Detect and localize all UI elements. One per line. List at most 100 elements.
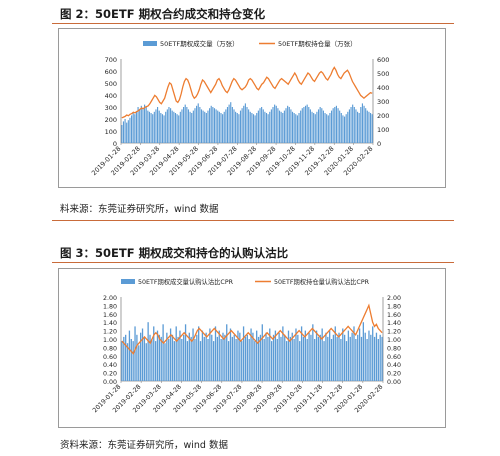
bar: [254, 341, 256, 381]
bar: [267, 336, 269, 381]
bar: [209, 108, 211, 143]
bar: [347, 330, 350, 381]
bar: [161, 114, 164, 143]
bar: [211, 334, 213, 381]
bar: [149, 334, 151, 381]
bar: [381, 336, 383, 381]
bar: [183, 334, 185, 381]
bar: [256, 330, 258, 381]
y-right-tick-label: 0.40: [387, 362, 401, 369]
bar: [189, 111, 191, 143]
legend-bar-swatch: [121, 279, 135, 284]
bar: [311, 111, 313, 143]
bar: [280, 336, 282, 381]
bar: [250, 328, 252, 381]
bar: [302, 336, 305, 381]
y-left-tick-label: 2.00: [103, 295, 117, 302]
bar: [321, 108, 323, 143]
bar: [171, 334, 174, 381]
bar: [136, 334, 138, 381]
bar: [236, 113, 238, 143]
bar: [192, 328, 194, 381]
bar: [373, 336, 376, 381]
bar: [308, 332, 310, 381]
bar: [335, 105, 337, 143]
bar: [379, 334, 381, 381]
bar: [207, 110, 209, 143]
y-left-tick-label: 1.20: [103, 329, 117, 336]
bar: [288, 107, 290, 143]
bar: [355, 109, 357, 143]
bar: [165, 111, 167, 143]
y-right-tick-label: 0: [377, 140, 381, 148]
bar: [274, 330, 277, 381]
bar: [196, 334, 198, 381]
bar: [205, 332, 207, 381]
bar: [321, 328, 323, 381]
bar: [210, 105, 212, 143]
bar: [197, 103, 199, 143]
bar: [186, 107, 188, 143]
y-right-tick-label: 0.80: [387, 345, 401, 352]
bar: [345, 341, 348, 381]
bar: [349, 336, 351, 381]
bar: [314, 114, 316, 143]
y-right-tick-label: 0.00: [387, 379, 401, 386]
bar: [179, 111, 181, 143]
bar: [303, 107, 305, 143]
bar: [254, 115, 256, 143]
bar: [194, 108, 196, 143]
bar: [358, 328, 361, 381]
bar: [231, 107, 233, 143]
bar: [186, 341, 189, 381]
bar: [316, 111, 318, 143]
bar: [330, 110, 333, 143]
bar: [267, 114, 269, 143]
bar: [220, 113, 222, 143]
legend-bar-label: 50ETF期权成交量认购认沽比CPR: [138, 277, 234, 286]
figure2-title: 图 3：50ETF 期权成交和持仓的认购认沽比: [60, 246, 289, 260]
bar: [200, 109, 203, 143]
legend-line-label: 50ETF期权持仓量认购认沽比CPR: [274, 277, 370, 286]
bar: [283, 110, 285, 143]
bar: [142, 108, 144, 143]
bar: [233, 334, 235, 381]
bar: [191, 113, 193, 143]
bar: [366, 339, 368, 381]
y-left-tick-label: 1.40: [103, 320, 117, 327]
bar: [369, 113, 372, 143]
bar: [194, 339, 196, 381]
bar: [372, 326, 374, 381]
bar: [121, 125, 123, 143]
bar: [327, 115, 329, 143]
bar: [352, 104, 354, 143]
bar: [162, 324, 164, 381]
bar: [166, 332, 168, 381]
bar: [204, 111, 206, 143]
bar: [325, 332, 327, 381]
bar: [126, 343, 129, 381]
bar: [184, 324, 187, 381]
bar: [277, 108, 279, 143]
bar: [297, 334, 299, 381]
bar: [134, 114, 136, 143]
bar: [329, 113, 331, 143]
bar: [175, 326, 177, 381]
bar: [226, 107, 229, 143]
bar: [252, 332, 254, 381]
bar: [244, 336, 247, 381]
bar: [309, 109, 311, 143]
series-line: [121, 303, 383, 355]
bar: [269, 111, 271, 143]
bar: [263, 339, 265, 381]
y-right-tick-label: 400: [377, 84, 389, 92]
y-left-tick-label: 0.00: [103, 379, 117, 386]
bar: [343, 116, 346, 143]
bar: [310, 334, 312, 381]
bar: [223, 111, 225, 143]
bar: [313, 113, 315, 143]
bar: [151, 339, 153, 381]
bar: [237, 330, 239, 381]
bar: [243, 105, 245, 143]
y-right-tick-label: 100: [377, 126, 389, 134]
